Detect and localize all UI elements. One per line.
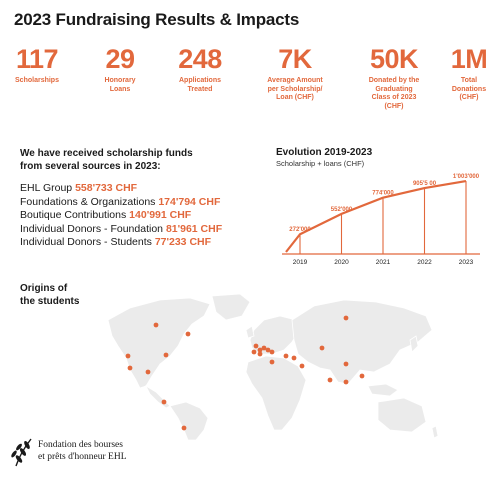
origins-heading: Origins of the students xyxy=(20,283,80,307)
stat-label: Total Donations (CHF) xyxy=(451,77,487,101)
chart-subtitle: Scholarship + loans (CHF) xyxy=(276,159,365,168)
stat-scholarships: 117 Scholarships xyxy=(12,44,62,86)
source-row: EHL Group 558'733 CHF xyxy=(20,182,222,196)
student-origin-dot xyxy=(185,331,191,337)
map-land xyxy=(107,293,439,440)
stat-value: 1M xyxy=(450,44,488,74)
student-origin-dot xyxy=(257,351,263,357)
student-origin-dot xyxy=(261,345,267,351)
evolution-line-chart: 272'000 2019 552'000 2020 774'000 2021 905'5 0… xyxy=(282,174,480,266)
source-row: Individual Donors - Foundation 81'961 CH… xyxy=(20,223,222,237)
stat-value: 29 xyxy=(105,44,135,74)
foundation-name: Fondation des bourses et prêts d'honneur… xyxy=(38,440,127,462)
student-origin-dot xyxy=(181,425,187,431)
stat-graduating-class: 50K Donated by the Graduating Class of 2… xyxy=(358,44,430,111)
stat-value: 248 xyxy=(178,44,222,74)
source-name: Boutique Contributions xyxy=(20,209,127,221)
student-origin-dot xyxy=(291,355,297,361)
stat-label: Donated by the Graduating Class of 2023 … xyxy=(368,77,420,110)
world-map xyxy=(107,293,439,440)
stat-label: Average Amount per Scholarship/ Loan (CH… xyxy=(267,77,323,101)
student-origin-dot xyxy=(153,322,159,328)
sources-heading: We have received scholarship funds from … xyxy=(20,148,193,172)
x-tick-label: 2019 xyxy=(293,259,308,266)
x-tick-label: 2021 xyxy=(376,259,391,266)
x-tick-label: 2020 xyxy=(334,259,349,266)
source-name: Individual Donors - Students xyxy=(20,236,152,248)
student-origin-dot xyxy=(163,352,169,358)
source-name: Individual Donors - Foundation xyxy=(20,222,164,235)
data-label: 552'000 xyxy=(331,207,353,213)
stat-honorary-loans: 29 Honorary Loans xyxy=(92,44,148,94)
source-row: Individual Donors - Students 77'233 CHF xyxy=(20,236,222,250)
student-origin-dot xyxy=(283,353,289,359)
student-origin-dot xyxy=(359,373,365,379)
data-label: 272'000 xyxy=(289,227,311,233)
stat-label: Applications Treated xyxy=(178,77,221,93)
student-origin-dot xyxy=(343,379,349,385)
source-amount: 140'991 CHF xyxy=(129,209,192,221)
student-origin-dot xyxy=(269,349,275,355)
laurel-branch-icon xyxy=(11,438,32,467)
stat-label: Honorary Loans xyxy=(104,77,136,93)
source-amount: 174'794 CHF xyxy=(158,195,221,208)
source-amount: 81'961 CHF xyxy=(165,222,223,235)
x-tick-label: 2022 xyxy=(417,259,432,266)
stat-average-amount: 7K Average Amount per Scholarship/ Loan … xyxy=(254,44,336,103)
student-origin-dot xyxy=(319,345,325,351)
page-title: 2023 Fundraising Results & Impacts xyxy=(14,10,300,29)
student-origin-dot xyxy=(327,377,333,383)
series-line xyxy=(285,180,467,253)
source-name: Foundations & Organizations xyxy=(20,195,156,208)
data-label: 1'003'000 xyxy=(453,174,480,180)
data-label: 774'000 xyxy=(372,191,394,197)
student-origin-dot xyxy=(299,363,305,369)
student-origin-dot xyxy=(125,353,131,359)
student-origin-dot xyxy=(161,399,167,405)
student-origin-dot xyxy=(127,365,133,371)
chart-title: Evolution 2019-2023 xyxy=(276,147,373,158)
stat-label: Scholarships xyxy=(15,77,59,84)
student-origin-dot xyxy=(343,315,349,321)
stat-total-donations: 1M Total Donations (CHF) xyxy=(446,44,492,103)
source-name: EHL Group xyxy=(20,182,73,194)
x-tick-label: 2023 xyxy=(459,259,474,266)
source-row: Boutique Contributions 140'991 CHF xyxy=(20,209,222,223)
student-origin-dot xyxy=(343,361,349,367)
student-origin-dot xyxy=(269,359,275,365)
stat-applications: 248 Applications Treated xyxy=(168,44,232,94)
source-row: Foundations & Organizations 174'794 CHF xyxy=(20,196,222,210)
stat-value: 50K xyxy=(369,44,419,74)
stats-row: 117 Scholarships 29 Honorary Loans 248 A… xyxy=(0,44,500,124)
source-amount: 77'233 CHF xyxy=(154,236,212,248)
data-label: 905'5 00 xyxy=(413,181,437,187)
stat-value: 117 xyxy=(15,44,59,74)
student-origin-dot xyxy=(251,349,257,355)
student-origin-dot xyxy=(257,347,263,353)
student-origin-dot xyxy=(145,369,151,375)
student-origin-dot xyxy=(265,347,271,353)
sources-list: EHL Group 558'733 CHF Foundations & Orga… xyxy=(20,182,222,250)
source-amount: 558'733 CHF xyxy=(75,182,138,194)
student-origin-dot xyxy=(253,343,259,349)
stat-value: 7K xyxy=(278,44,312,74)
